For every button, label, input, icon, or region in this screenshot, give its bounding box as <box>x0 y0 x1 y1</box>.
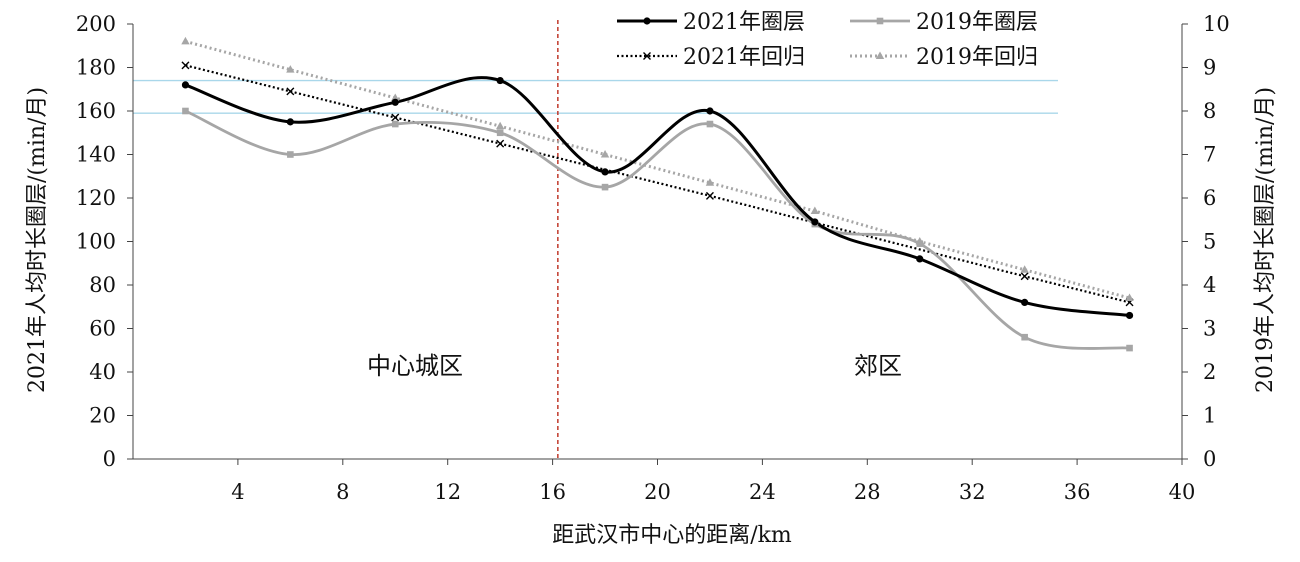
series-1-point <box>287 151 294 158</box>
series-0-point <box>1021 298 1029 306</box>
series-3-line <box>185 39 1130 300</box>
series-3-point <box>286 65 295 73</box>
y-right-tick-label: 0 <box>1203 447 1216 471</box>
series-3-point <box>181 36 190 45</box>
legend: 2021年圈层 2019年圈层 2021年回归 2019年回归 <box>617 10 1038 70</box>
y-right-tick-label: 4 <box>1203 273 1216 297</box>
region-label-urban: 中心城区 <box>367 352 463 380</box>
legend-entry-1: 2019年圈层 <box>850 10 1038 35</box>
y-right-tick-label: 10 <box>1203 12 1230 36</box>
series-0-point <box>286 118 294 126</box>
series-2-point <box>1020 272 1029 281</box>
y-left-tick-label: 180 <box>76 56 116 80</box>
y-left-axis-title: 2021年人均时长圈层/(min/月) <box>25 87 50 393</box>
series-2-point <box>286 87 295 96</box>
series-1-point <box>916 240 924 247</box>
series-3-point <box>495 121 505 130</box>
series-0-point <box>496 76 504 85</box>
legend-entry-3: 2019年回归 <box>850 45 1038 70</box>
series-0-line <box>184 76 1130 317</box>
series-2-point <box>181 61 190 70</box>
series-layer <box>184 39 1130 350</box>
y-right-tick-label: 3 <box>1203 317 1216 341</box>
series-0-point <box>181 81 190 89</box>
series-0-point <box>1125 311 1134 320</box>
y-left-tick-label: 0 <box>103 447 116 471</box>
x-tick-label: 40 <box>1169 480 1196 504</box>
legend-marker-0 <box>643 17 651 25</box>
y-left-tick-label: 200 <box>76 12 116 36</box>
legend-marker-2 <box>643 52 651 60</box>
y-left-tick-label: 40 <box>89 360 116 384</box>
series-1-point <box>496 129 504 137</box>
y-right-tick-label: 7 <box>1203 143 1216 167</box>
series-3-point <box>1125 293 1134 302</box>
series-3-point <box>600 150 610 158</box>
series-0-point <box>391 98 399 106</box>
legend-marker-3 <box>875 51 885 59</box>
y-right-tick-label: 6 <box>1203 186 1216 210</box>
y-right-tick-label: 2 <box>1203 360 1216 384</box>
x-tick-label: 28 <box>854 480 881 504</box>
x-tick-label: 32 <box>959 480 986 504</box>
y-right-tick-label: 1 <box>1203 404 1216 428</box>
legend-entry-2: 2021年回归 <box>617 45 805 70</box>
tick-labels: 4 8 12 16 20 24 28 32 36 400204060801001201401601… <box>76 12 1230 504</box>
y-left-tick-label: 160 <box>76 99 116 123</box>
series-2-line <box>185 64 1130 304</box>
legend-label-0: 2021年圈层 <box>683 10 805 35</box>
series-0-point <box>916 255 924 263</box>
series-1-point <box>1126 344 1133 352</box>
legend-label-1: 2019年圈层 <box>916 10 1038 35</box>
series-1-point <box>601 183 609 191</box>
axes <box>132 24 1183 460</box>
series-3-point <box>391 93 400 101</box>
x-tick-label: 20 <box>644 480 671 504</box>
series-1-point <box>1021 333 1028 341</box>
legend-label-3: 2019年回归 <box>916 45 1038 70</box>
y-right-tick-label: 5 <box>1203 230 1216 254</box>
x-tick-label: 36 <box>1064 480 1091 504</box>
y-left-tick-label: 80 <box>89 273 116 297</box>
series-2-point <box>391 113 400 122</box>
series-2-point <box>705 191 714 200</box>
legend-marker-1 <box>876 17 884 25</box>
y-right-tick-label: 8 <box>1203 99 1216 123</box>
series-3-point <box>705 178 715 186</box>
y-right-axis-title: 2019年人均时长圈层/(min/月) <box>1253 87 1278 393</box>
y-right-tick-label: 9 <box>1203 56 1216 80</box>
region-label-suburban: 郊区 <box>854 352 902 380</box>
legend-label-2: 2021年回归 <box>683 45 805 70</box>
y-left-tick-label: 140 <box>76 143 116 167</box>
x-tick-label: 16 <box>539 480 566 504</box>
x-tick-label: 12 <box>434 480 461 504</box>
y-left-tick-label: 60 <box>89 317 116 341</box>
series-0-point <box>706 107 714 115</box>
y-left-tick-label: 100 <box>76 230 116 254</box>
y-left-tick-label: 20 <box>89 404 116 428</box>
series-1-point <box>391 120 399 128</box>
x-axis-title: 距武汉市中心的距离/km <box>552 523 792 548</box>
series-1-point <box>182 107 189 115</box>
series-2-point <box>496 139 505 148</box>
series-3-point <box>1020 265 1029 273</box>
series-1-line <box>184 109 1130 350</box>
markers-layer <box>181 36 1134 352</box>
legend-entry-0: 2021年圈层 <box>617 10 805 35</box>
series-3-point <box>810 206 820 215</box>
y-left-tick-label: 120 <box>76 186 116 210</box>
x-tick-label: 8 <box>336 480 349 504</box>
x-tick-label: 4 <box>231 480 244 504</box>
series-0-point <box>811 218 819 226</box>
reference-lines <box>133 79 1058 114</box>
x-tick-label: 24 <box>749 480 776 504</box>
series-0-point <box>601 168 609 176</box>
series-1-point <box>706 120 714 128</box>
